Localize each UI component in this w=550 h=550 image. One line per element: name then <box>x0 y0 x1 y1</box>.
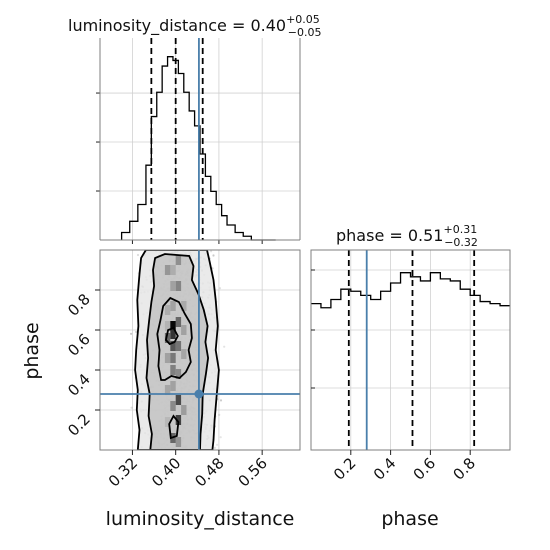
density-cell-7 <box>164 353 171 363</box>
density-cell-9 <box>175 369 182 379</box>
x-ticklabel-luminosity-distance: 0.32 <box>105 454 141 490</box>
scatter-point <box>136 253 140 257</box>
density-cell-4 <box>170 301 176 311</box>
hist-phase-panel: 0.2 0.4 0.6 0.8 <box>310 249 511 484</box>
density-cell-13 <box>170 281 176 291</box>
density-cell-14 <box>175 437 182 447</box>
density-cell-28 <box>164 305 171 315</box>
title-phase: phase = 0.51+0.31 −0.32 <box>336 223 478 249</box>
scatter-point <box>219 399 223 402</box>
y-ticklabel-phase: 0.6 <box>64 330 94 360</box>
density-cell-8 <box>170 365 176 375</box>
y-ticklabel-phase: 0.8 <box>64 290 94 320</box>
scatter-point <box>218 287 222 290</box>
density-cell-3 <box>175 317 182 327</box>
x-ticklabel-phase: 0.2 <box>330 454 360 484</box>
contour-inner <box>156 296 193 381</box>
x-ticklabel-luminosity-distance: 0.40 <box>148 454 184 490</box>
x-ticklabel-phase: 0.4 <box>370 454 400 484</box>
density-cell-11 <box>175 281 182 291</box>
scatter-point <box>135 330 138 333</box>
x-axis-label-luminosity-distance: luminosity_distance <box>106 508 295 530</box>
hist-luminosity-distance-panel <box>96 38 301 244</box>
title-luminosity-distance: luminosity_distance = 0.40+0.05 −0.05 <box>68 13 322 39</box>
scatter-point <box>212 254 215 257</box>
density-cell-23 <box>164 333 171 343</box>
scatter-point <box>223 345 226 348</box>
y-ticklabel-phase: 0.4 <box>64 370 94 400</box>
scatter-point <box>216 443 219 446</box>
scatter-point <box>213 446 216 449</box>
y-axis-label-phase: phase <box>21 322 43 379</box>
density-cell-24 <box>170 353 176 363</box>
contour-outer <box>134 250 220 450</box>
scatter-point <box>130 406 133 409</box>
contour-middle <box>145 253 210 450</box>
density-cell-21 <box>170 321 176 331</box>
density-cell-29 <box>181 301 187 311</box>
contour-core <box>164 326 179 346</box>
density-cell-2 <box>170 401 176 411</box>
density-cell-25 <box>181 325 187 335</box>
hist-p-grid <box>311 250 510 450</box>
density-cell-16 <box>164 385 171 395</box>
density-cell-5 <box>175 341 182 351</box>
density-cell-18 <box>164 417 171 427</box>
y-ticklabel-phase: 0.2 <box>64 410 94 440</box>
scatter-point <box>210 250 213 253</box>
hist-phase-line <box>311 272 510 309</box>
density-cell-19 <box>175 255 182 265</box>
density-cell-12 <box>164 265 171 275</box>
scatter-point <box>219 436 222 439</box>
panel-2d-content <box>100 250 300 450</box>
density-fill-middle <box>146 254 209 450</box>
density-cell-6 <box>164 321 171 331</box>
hist-luminosity-distance-line <box>120 56 276 241</box>
x-ticklabel-phase: 0.6 <box>410 454 440 484</box>
density-cell-26 <box>181 349 187 359</box>
scatter-point <box>130 332 133 335</box>
x-ticklabel-luminosity-distance: 0.48 <box>191 454 227 490</box>
scatter-point <box>218 413 221 416</box>
panel-2d-frame <box>99 249 301 451</box>
hist-p-frame <box>310 249 511 451</box>
scatter-contour-panel: 0.32 0.40 0.48 0.56 0.2 0.4 0.6 0.8 <box>64 249 301 490</box>
density-cell-1 <box>175 415 182 425</box>
contour-core2 <box>168 414 180 440</box>
x-ticklabel-luminosity-distance: 0.56 <box>235 454 271 490</box>
density-cell-0 <box>175 395 182 405</box>
density-cell-20 <box>170 341 176 351</box>
truth-marker <box>194 389 204 399</box>
x-axis-label-phase: phase <box>381 508 438 530</box>
density-cell-27 <box>181 405 187 415</box>
density-cell-17 <box>170 381 176 391</box>
density-cell-22 <box>170 329 176 339</box>
density-cell-10 <box>170 265 176 275</box>
x-ticklabel-phase: 0.8 <box>449 454 479 484</box>
